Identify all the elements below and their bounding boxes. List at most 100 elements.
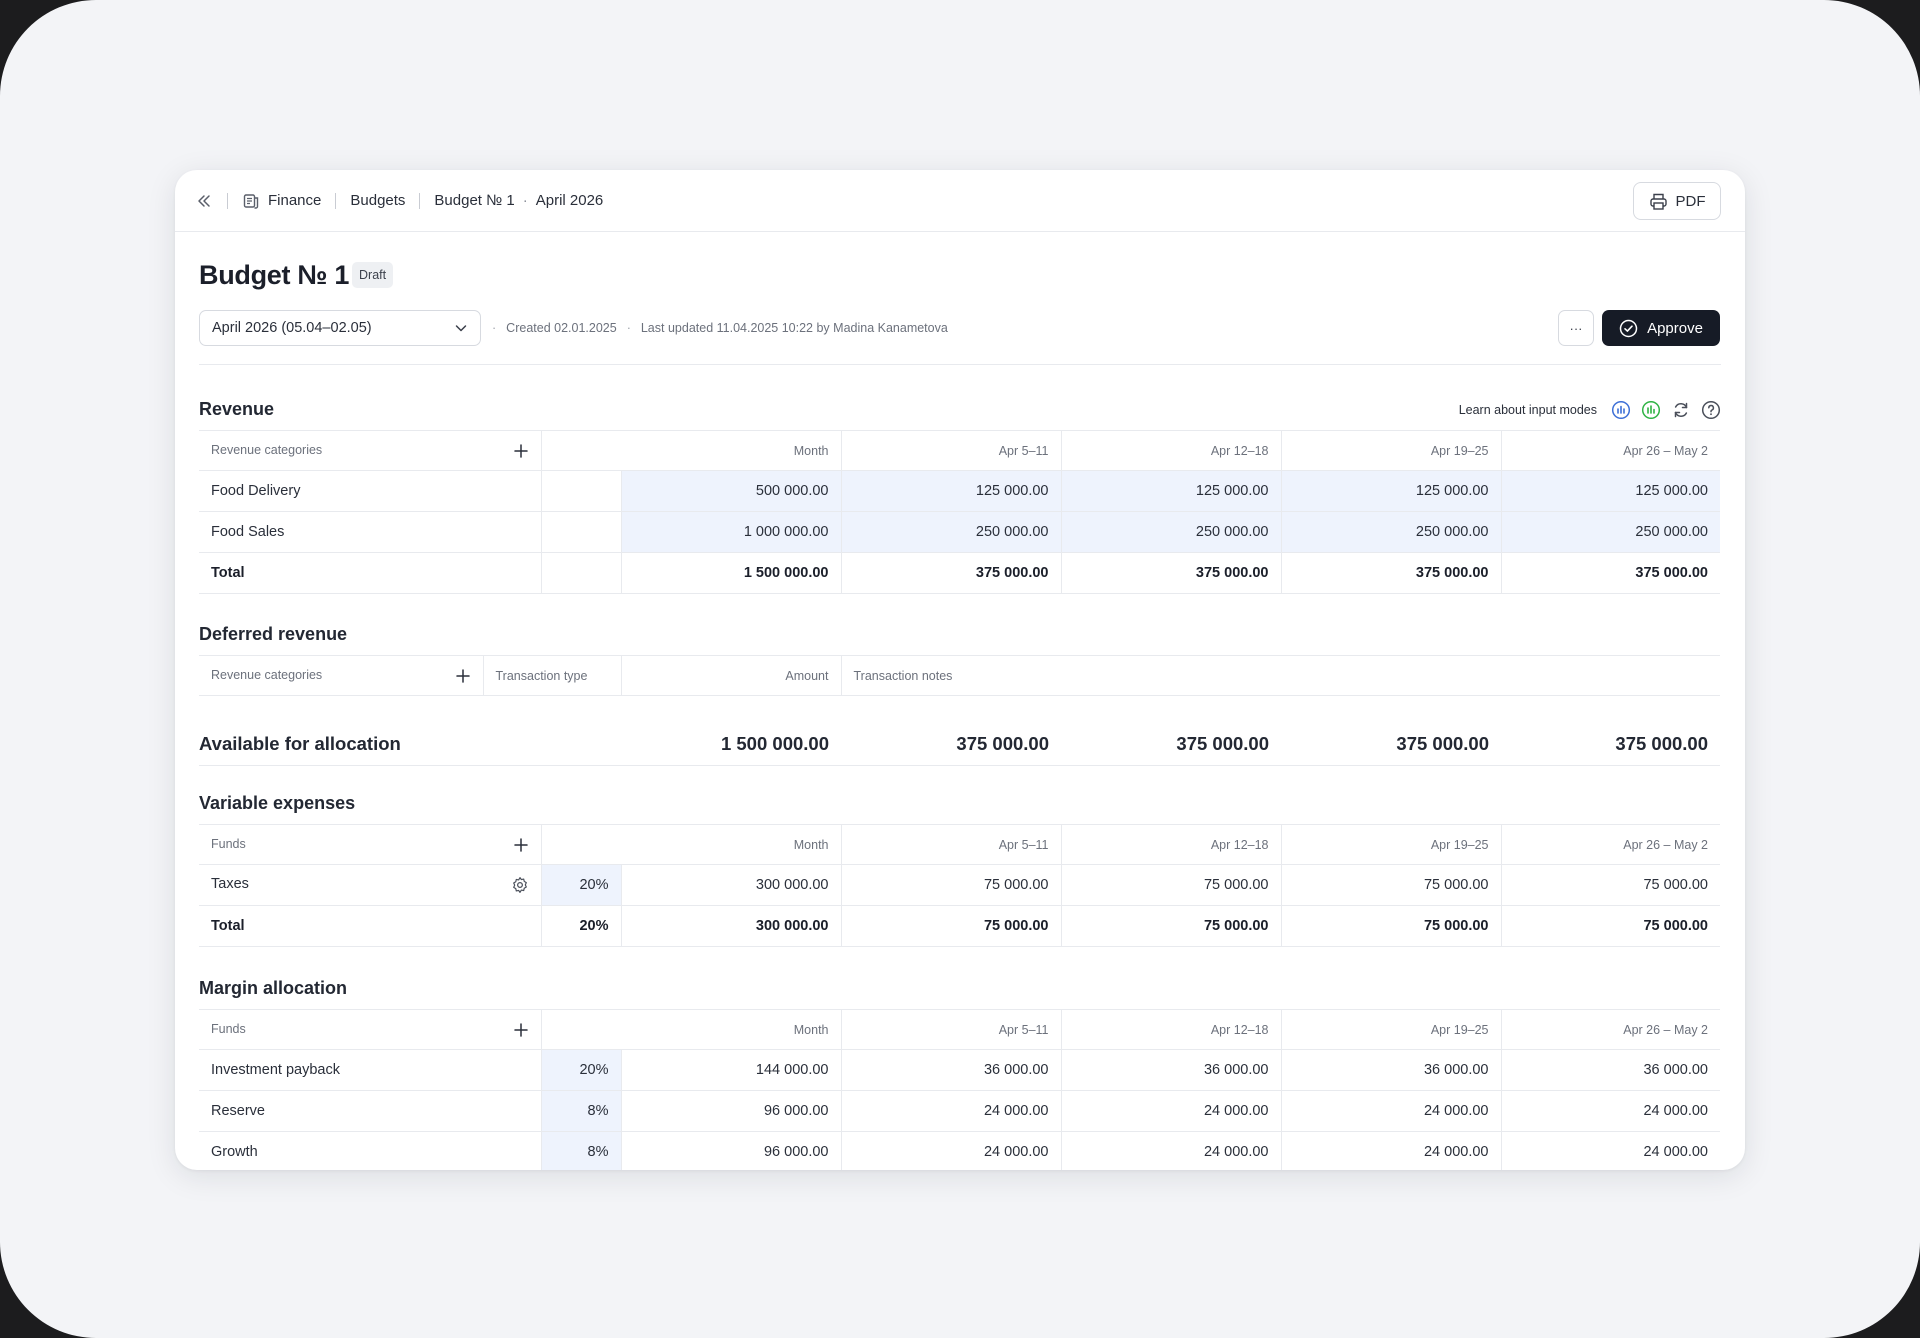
period-select[interactable]: April 2026 (05.04–02.05) bbox=[199, 310, 481, 346]
header-cell: Funds bbox=[199, 824, 541, 865]
total-cell: 375 000.00 bbox=[840, 552, 1061, 594]
row-label: Food Delivery bbox=[199, 470, 541, 512]
header-cell: Apr 5–11 bbox=[840, 1009, 1061, 1050]
header-cell bbox=[540, 824, 621, 865]
total-cell: 75 000.00 bbox=[1060, 905, 1281, 947]
percent-cell: 20% bbox=[540, 905, 621, 947]
table-header: Revenue categories Month Apr 5–11 Apr 12… bbox=[199, 430, 1720, 471]
more-options-button[interactable]: ··· bbox=[1558, 310, 1594, 346]
value-cell: 36 000.00 bbox=[840, 1049, 1061, 1091]
deferred-revenue-table: Revenue categories Transaction type Amou… bbox=[199, 655, 1720, 696]
available-value: 375 000.00 bbox=[1396, 733, 1489, 754]
help-icon[interactable] bbox=[1701, 400, 1721, 420]
breadcrumb-dot: · bbox=[522, 192, 528, 209]
available-label: Available for allocation bbox=[199, 733, 401, 754]
total-row: Total 1 500 000.00 375 000.00 375 000.00… bbox=[199, 552, 1720, 594]
header-cell: Apr 12–18 bbox=[1060, 824, 1281, 865]
finance-icon bbox=[242, 192, 260, 210]
pdf-button[interactable]: PDF bbox=[1633, 182, 1721, 220]
value-cell: 24 000.00 bbox=[1500, 1131, 1720, 1170]
value-cell: 24 000.00 bbox=[840, 1090, 1061, 1132]
collapse-sidebar-icon[interactable] bbox=[195, 192, 213, 210]
percent-cell[interactable]: 8% bbox=[540, 1131, 621, 1170]
percent-cell[interactable]: 20% bbox=[540, 864, 621, 906]
plus-icon bbox=[513, 443, 528, 458]
empty-cell bbox=[540, 552, 621, 594]
value-cell: 300 000.00 bbox=[620, 864, 841, 906]
value-cell[interactable]: 250 000.00 bbox=[1060, 511, 1281, 553]
more-icon: ··· bbox=[1569, 320, 1583, 336]
breadcrumb: Finance Budgets Budget № 1 · April 2026 bbox=[195, 192, 603, 210]
value-cell[interactable]: 1 000 000.00 bbox=[620, 511, 841, 553]
value-cell: 24 000.00 bbox=[1280, 1131, 1501, 1170]
value-cell: 96 000.00 bbox=[620, 1131, 841, 1170]
percent-cell[interactable]: 20% bbox=[540, 1049, 621, 1091]
value-cell[interactable]: 250 000.00 bbox=[840, 511, 1061, 553]
refresh-icon[interactable] bbox=[1671, 400, 1691, 420]
value-cell: 36 000.00 bbox=[1060, 1049, 1281, 1091]
header-cell: Transaction type bbox=[482, 655, 621, 696]
approve-button[interactable]: Approve bbox=[1602, 310, 1720, 346]
value-cell: 144 000.00 bbox=[620, 1049, 841, 1091]
add-fund-button[interactable] bbox=[513, 837, 529, 853]
value-cell[interactable]: 250 000.00 bbox=[1280, 511, 1501, 553]
printer-icon bbox=[1649, 192, 1668, 211]
meta-dot: · bbox=[492, 321, 497, 335]
header-cell: Amount bbox=[620, 655, 841, 696]
value-cell: 96 000.00 bbox=[620, 1090, 841, 1132]
total-cell: 1 500 000.00 bbox=[620, 552, 841, 594]
row-label: Investment payback bbox=[199, 1049, 541, 1091]
last-updated: Last updated 11.04.2025 10:22 by Madina … bbox=[640, 321, 948, 335]
value-cell: 75 000.00 bbox=[1500, 864, 1720, 906]
total-cell: 75 000.00 bbox=[1280, 905, 1501, 947]
total-row: Total 20% 300 000.00 75 000.00 75 000.00… bbox=[199, 905, 1720, 947]
table-row: Taxes 20% 300 000.00 75 000.00 75 000.00… bbox=[199, 864, 1720, 906]
value-cell[interactable]: 125 000.00 bbox=[840, 470, 1061, 512]
available-value: 375 000.00 bbox=[1615, 733, 1708, 754]
total-cell: 75 000.00 bbox=[840, 905, 1061, 947]
add-deferred-button[interactable] bbox=[455, 668, 471, 684]
header-cell: Apr 26 – May 2 bbox=[1500, 430, 1720, 471]
value-cell: 24 000.00 bbox=[840, 1131, 1061, 1170]
breadcrumb-budget[interactable]: Budget № 1 bbox=[434, 192, 515, 209]
value-cell[interactable]: 125 000.00 bbox=[1500, 470, 1720, 512]
header-cell: Revenue categories bbox=[199, 655, 483, 696]
variable-expenses-table: Funds Month Apr 5–11 Apr 12–18 Apr 19–25… bbox=[199, 824, 1720, 947]
table-header: Funds Month Apr 5–11 Apr 12–18 Apr 19–25… bbox=[199, 1009, 1720, 1050]
header-cell bbox=[540, 430, 621, 471]
revenue-title: Revenue bbox=[199, 399, 275, 419]
meta-dot: · bbox=[626, 321, 631, 335]
table-row: Food Sales 1 000 000.00 250 000.00 250 0… bbox=[199, 511, 1720, 553]
value-cell[interactable]: 125 000.00 bbox=[1060, 470, 1281, 512]
value-cell[interactable]: 125 000.00 bbox=[1280, 470, 1501, 512]
add-fund-button[interactable] bbox=[513, 1022, 529, 1038]
breadcrumb-period: April 2026 bbox=[535, 192, 604, 209]
value-cell: 24 000.00 bbox=[1500, 1090, 1720, 1132]
plus-icon bbox=[513, 1022, 528, 1037]
header-cell: Apr 12–18 bbox=[1060, 430, 1281, 471]
bar-chart-blue-icon[interactable] bbox=[1611, 400, 1631, 420]
settings-button[interactable] bbox=[511, 876, 529, 894]
value-cell: 75 000.00 bbox=[1060, 864, 1281, 906]
empty-cell bbox=[540, 470, 621, 512]
value-cell: 36 000.00 bbox=[1500, 1049, 1720, 1091]
row-label: Food Sales bbox=[199, 511, 541, 553]
percent-cell[interactable]: 8% bbox=[540, 1090, 621, 1132]
divider bbox=[227, 192, 228, 209]
value-cell: 75 000.00 bbox=[1280, 864, 1501, 906]
budget-card: Finance Budgets Budget № 1 · April 2026 … bbox=[175, 170, 1745, 1170]
add-category-button[interactable] bbox=[513, 443, 529, 459]
header-cell: Apr 5–11 bbox=[840, 824, 1061, 865]
input-modes-link[interactable]: Learn about input modes bbox=[1458, 403, 1597, 417]
divider bbox=[419, 192, 421, 209]
row-label: Total bbox=[199, 552, 541, 594]
margin-allocation-table: Funds Month Apr 5–11 Apr 12–18 Apr 19–25… bbox=[199, 1009, 1720, 1170]
value-cell[interactable]: 250 000.00 bbox=[1500, 511, 1720, 553]
value-cell[interactable]: 500 000.00 bbox=[620, 470, 841, 512]
breadcrumb-finance[interactable]: Finance bbox=[268, 192, 322, 209]
available-value: 1 500 000.00 bbox=[720, 733, 829, 754]
breadcrumb-budgets[interactable]: Budgets bbox=[350, 192, 406, 209]
total-cell: 300 000.00 bbox=[620, 905, 841, 947]
bar-chart-green-icon[interactable] bbox=[1641, 400, 1661, 420]
available-value: 375 000.00 bbox=[956, 733, 1049, 754]
